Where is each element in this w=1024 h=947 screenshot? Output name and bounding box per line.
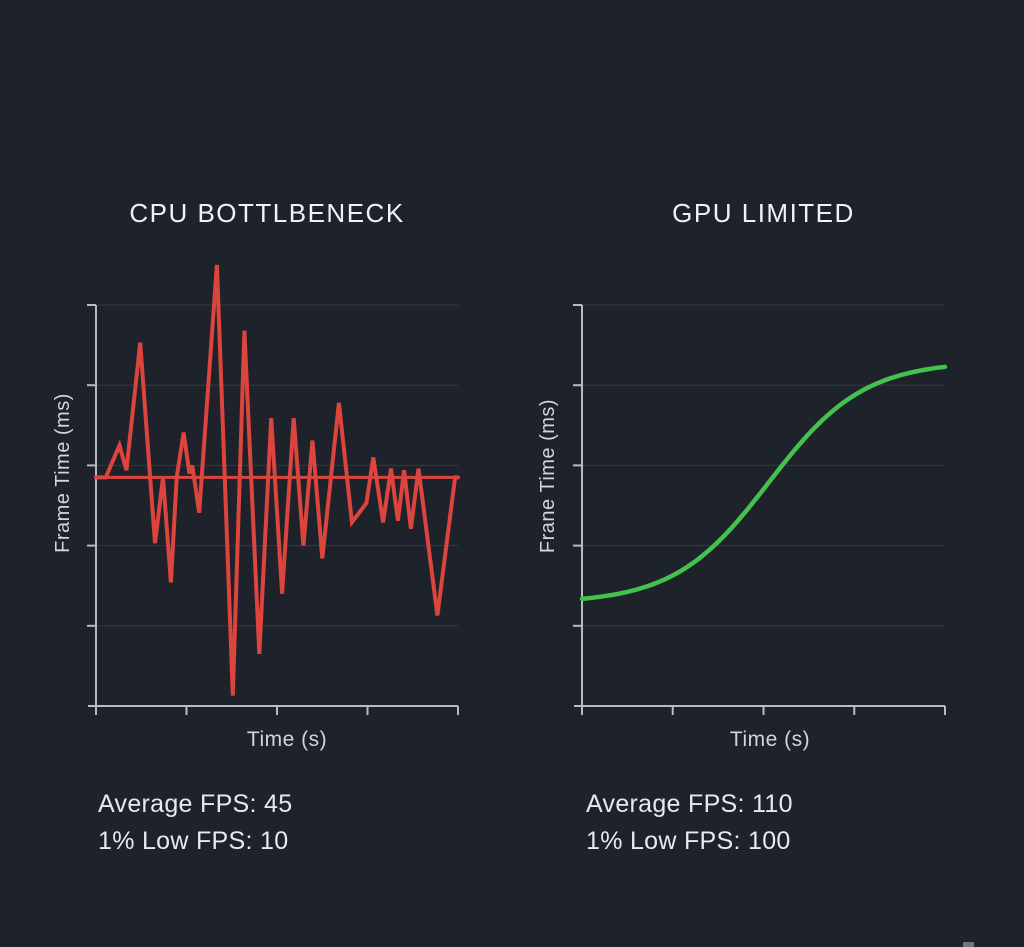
stat-average-fps: Average FPS: 45 (98, 790, 293, 818)
x-axis-label-gpu: Time (s) (729, 728, 811, 751)
x-axis-label-cpu: Time (s) (246, 728, 328, 751)
stat-low-fps: 1% Low FPS: 100 (586, 827, 791, 855)
chart-title-gpu: GPU LIMITED (672, 198, 855, 228)
stats-block-cpu: Average FPS: 45 1% Low FPS: 10 (98, 786, 292, 860)
y-axis-label-cpu: Frame Time (ms) (52, 393, 74, 553)
stats-block-gpu: Average FPS: 110 1% Low FPS: 100 (586, 786, 793, 860)
artifact-speck (963, 942, 974, 947)
y-axis-label-gpu: Frane Time (ms) (537, 398, 559, 554)
chart-title-cpu: CPU BOTTLBENECK (129, 198, 405, 228)
stat-low-fps: 1% Low FPS: 10 (98, 827, 289, 855)
stat-average-fps: Average FPS: 110 (586, 790, 793, 818)
